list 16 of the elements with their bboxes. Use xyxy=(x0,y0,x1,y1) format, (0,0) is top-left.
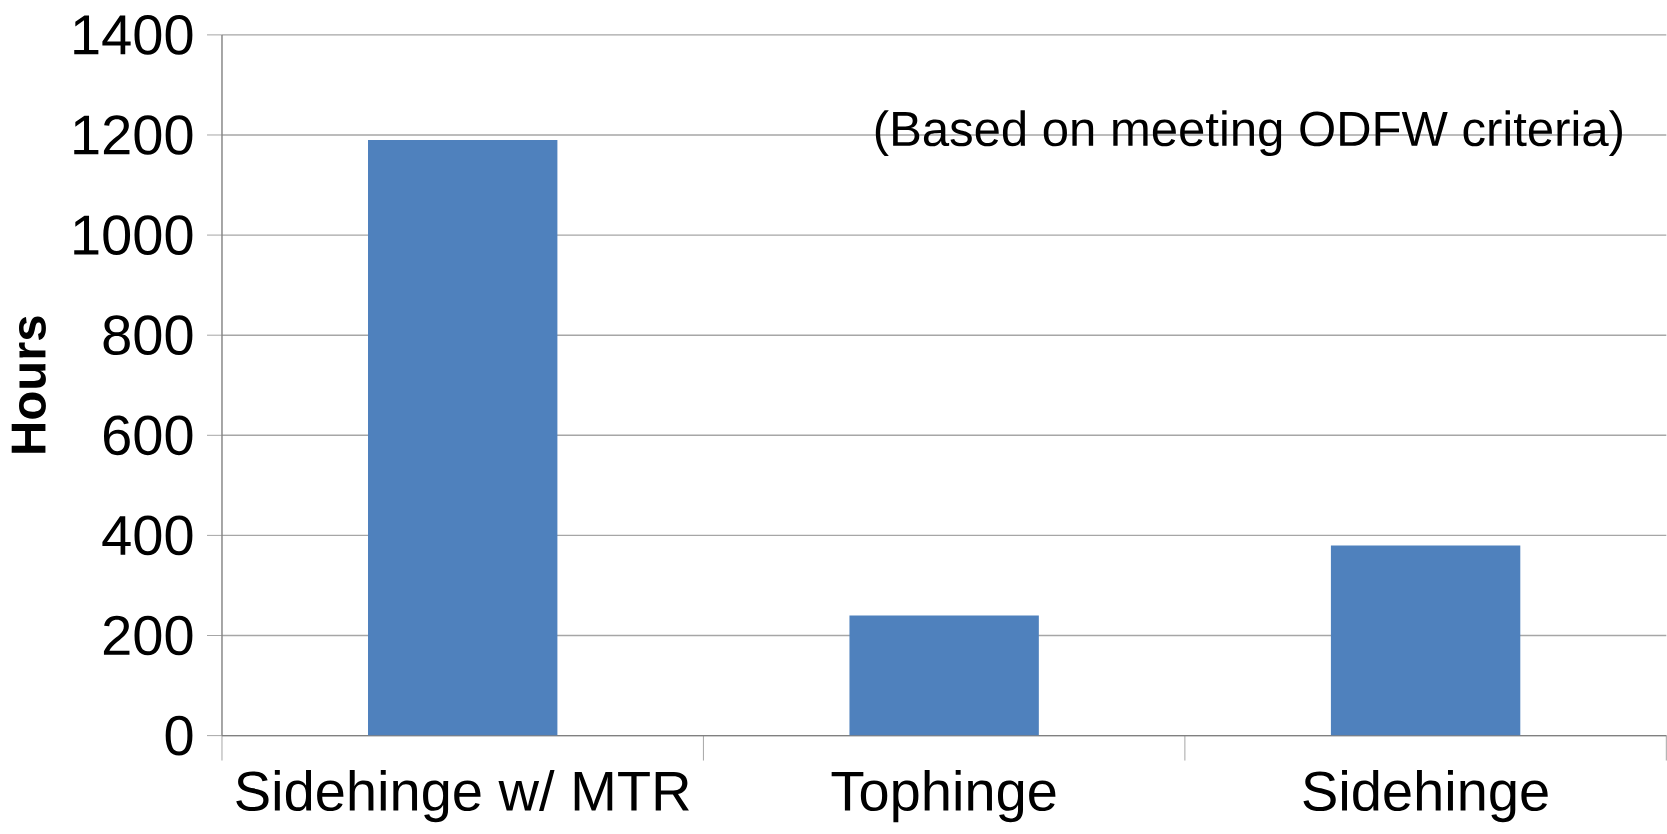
x-tick-label: Sidehinge w/ MTR xyxy=(236,770,689,823)
y-tick-label: 1000 xyxy=(74,215,193,255)
y-tick-label: 200 xyxy=(103,615,193,656)
y-tick-label: 1400 xyxy=(74,15,193,55)
y-tick-label: 0 xyxy=(165,715,193,756)
y-tick-label: 800 xyxy=(103,315,193,356)
y-axis-title: Hours xyxy=(11,316,46,453)
y-tick-label: 400 xyxy=(102,515,193,556)
x-tick-label: Sidehinge xyxy=(1303,770,1548,823)
y-tick-label: 1200 xyxy=(74,115,193,155)
annotation: (Based on meeting ODFW criteria) xyxy=(875,110,1622,157)
x-tick-label: Tophinge xyxy=(831,770,1056,823)
bar xyxy=(368,140,558,736)
bar xyxy=(849,615,1039,736)
y-tick-label: 600 xyxy=(103,415,193,456)
bar xyxy=(1330,545,1521,736)
